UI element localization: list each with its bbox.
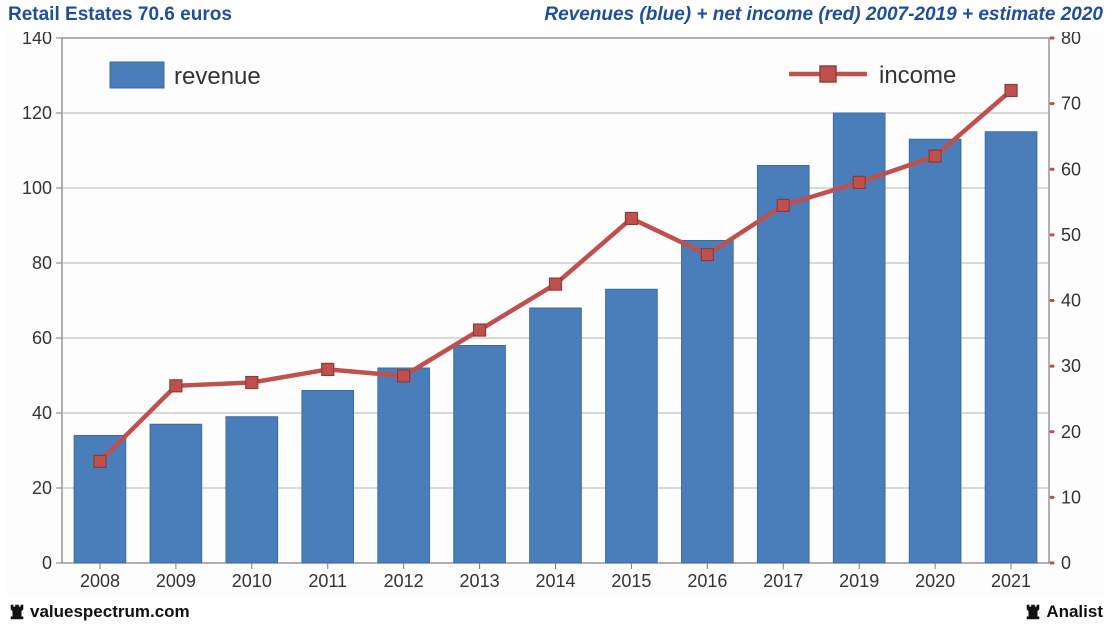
income-marker [170,380,182,392]
legend-income-label: income [879,62,956,89]
header: Retail Estates 70.6 euros Revenues (blue… [8,4,1103,30]
brand-left-text: valuespectrum.com [30,602,190,622]
svg-text:2008: 2008 [80,571,120,591]
footer: valuespectrum.com Analist [8,601,1103,623]
brand-right: Analist [1024,602,1103,622]
rook-icon [8,603,26,621]
svg-text:2015: 2015 [611,571,651,591]
rook-icon [1024,603,1042,621]
income-marker [701,249,713,261]
svg-text:20: 20 [1061,422,1081,442]
bar [74,436,126,564]
svg-text:120: 120 [22,103,52,123]
bar [757,166,809,564]
bar [606,289,658,563]
svg-text:100: 100 [22,178,52,198]
svg-text:0: 0 [1061,553,1071,573]
income-marker [398,370,410,382]
bar [454,346,506,564]
svg-text:2016: 2016 [687,571,727,591]
brand-right-text: Analist [1046,602,1103,622]
svg-text:20: 20 [32,478,52,498]
svg-text:2013: 2013 [460,571,500,591]
legend-revenue-swatch [110,62,164,88]
svg-text:60: 60 [32,328,52,348]
svg-text:10: 10 [1061,487,1081,507]
chart-frame: Retail Estates 70.6 euros Revenues (blue… [0,0,1111,627]
bar [150,424,202,563]
income-marker [929,150,941,162]
svg-text:0: 0 [42,553,52,573]
title-right: Revenues (blue) + net income (red) 2007-… [544,4,1103,26]
bar [302,391,354,564]
chart-svg: 0 20 40 60 80 100 120 140 0 10 20 30 40 50 60 70 80 2008 2… [6,32,1105,597]
svg-text:50: 50 [1061,225,1081,245]
svg-text:2021: 2021 [991,571,1031,591]
bar [226,417,278,563]
income-marker [1005,85,1017,97]
legend-income-marker [820,66,836,82]
brand-left: valuespectrum.com [8,602,190,622]
bar [530,308,582,563]
svg-text:30: 30 [1061,356,1081,376]
income-marker [322,363,334,375]
bar [985,132,1037,563]
legend-revenue-label: revenue [174,63,261,90]
svg-text:2011: 2011 [308,571,347,591]
svg-text:80: 80 [32,253,52,273]
bar [682,241,734,564]
svg-text:2019: 2019 [839,571,879,591]
income-marker [853,176,865,188]
svg-text:80: 80 [1061,32,1081,48]
income-marker [625,212,637,224]
svg-text:2014: 2014 [535,571,575,591]
svg-text:60: 60 [1061,159,1081,179]
income-marker [474,324,486,336]
svg-text:2010: 2010 [232,571,272,591]
svg-text:40: 40 [32,403,52,423]
bar [909,139,961,563]
income-marker [94,455,106,467]
svg-text:2012: 2012 [384,571,424,591]
svg-text:2009: 2009 [156,571,196,591]
chart-area: 0 20 40 60 80 100 120 140 0 10 20 30 40 50 60 70 80 2008 2… [6,32,1105,597]
income-marker [550,278,562,290]
svg-text:140: 140 [22,32,52,48]
title-left: Retail Estates 70.6 euros [8,4,232,26]
bar [378,368,430,563]
income-marker [246,377,258,389]
income-marker [777,199,789,211]
svg-text:70: 70 [1061,94,1081,114]
svg-text:2020: 2020 [915,571,955,591]
svg-text:2017: 2017 [763,571,803,591]
svg-text:40: 40 [1061,291,1081,311]
